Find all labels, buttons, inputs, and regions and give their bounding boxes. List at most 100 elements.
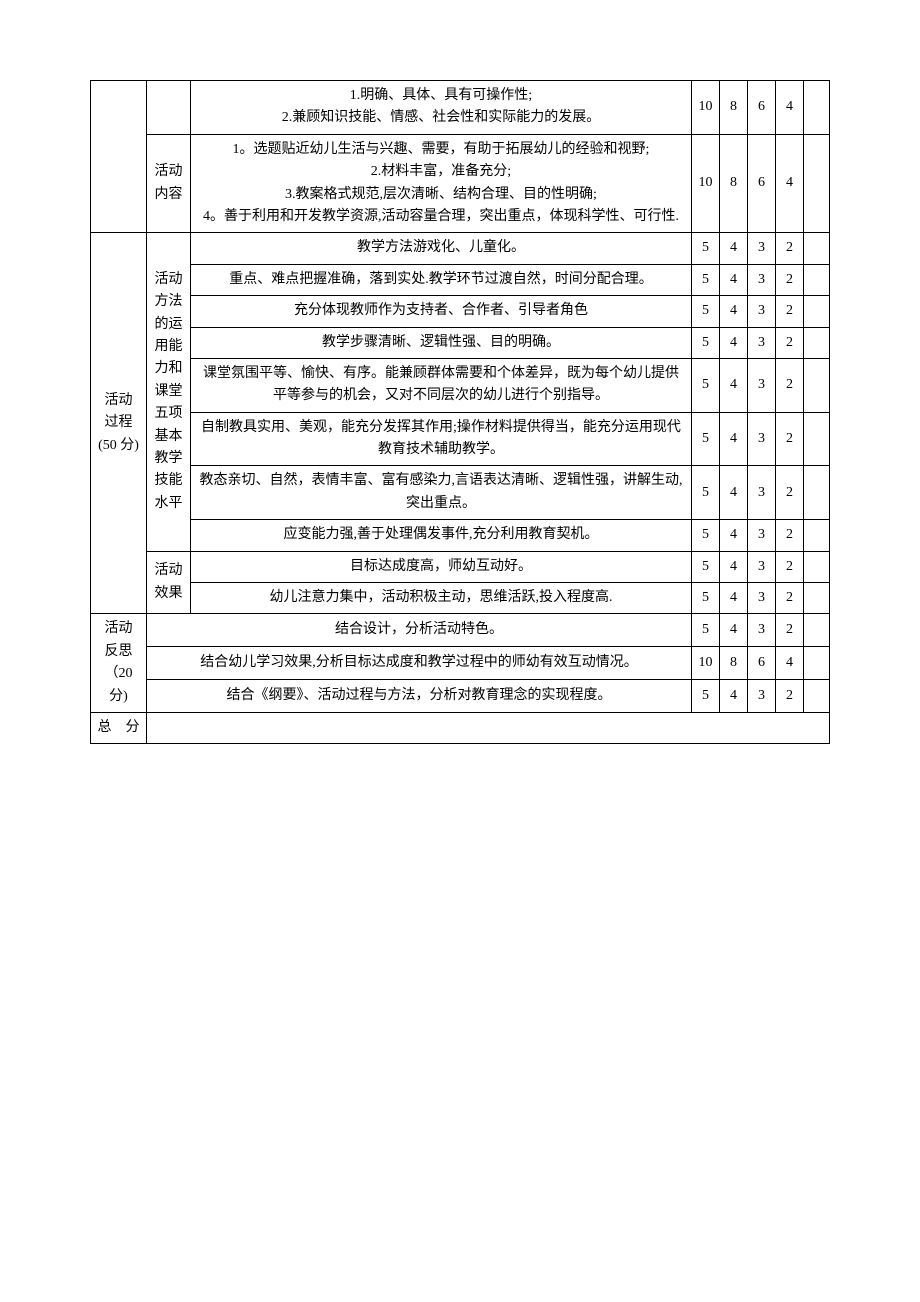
table-row: 活动效果 目标达成度高，师幼互动好。 5 4 3 2 xyxy=(91,551,830,582)
score-cell: 2 xyxy=(776,466,804,520)
score-cell: 4 xyxy=(720,412,748,466)
criteria-cell: 应变能力强,善于处理偶发事件,充分利用教育契机。 xyxy=(191,520,692,551)
score-cell: 3 xyxy=(748,614,776,647)
score-cell-empty xyxy=(804,358,830,412)
score-cell: 2 xyxy=(776,551,804,582)
sub-header-effect: 活动效果 xyxy=(147,551,191,614)
score-cell: 4 xyxy=(776,134,804,233)
score-cell: 2 xyxy=(776,680,804,713)
score-cell: 4 xyxy=(776,647,804,680)
score-cell: 4 xyxy=(720,466,748,520)
score-cell: 6 xyxy=(748,81,776,135)
score-cell: 8 xyxy=(720,81,748,135)
criteria-cell: 结合幼儿学习效果,分析目标达成度和教学过程中的师幼有效互动情况。 xyxy=(147,647,692,680)
score-cell: 5 xyxy=(692,551,720,582)
score-cell-empty xyxy=(804,233,830,264)
score-cell-empty xyxy=(804,412,830,466)
criteria-cell: 教学方法游戏化、儿童化。 xyxy=(191,233,692,264)
criteria-cell: 充分体现教师作为支持者、合作者、引导者角色 xyxy=(191,296,692,327)
score-cell: 5 xyxy=(692,412,720,466)
score-cell: 3 xyxy=(748,680,776,713)
score-cell: 3 xyxy=(748,327,776,358)
section-header-reflection: 活动反思（20 分) xyxy=(91,614,147,713)
score-cell-empty xyxy=(804,81,830,135)
score-cell-empty xyxy=(804,551,830,582)
score-cell: 5 xyxy=(692,520,720,551)
criteria-cell: 目标达成度高，师幼互动好。 xyxy=(191,551,692,582)
table-row: 教态亲切、自然，表情丰富、富有感染力,言语表达清晰、逻辑性强，讲解生动,突出重点… xyxy=(91,466,830,520)
score-cell-empty xyxy=(804,327,830,358)
score-cell: 3 xyxy=(748,551,776,582)
score-cell: 3 xyxy=(748,520,776,551)
score-cell: 10 xyxy=(692,647,720,680)
score-cell: 2 xyxy=(776,327,804,358)
score-cell-empty xyxy=(804,614,830,647)
score-cell: 5 xyxy=(692,614,720,647)
criteria-cell: 结合设计，分析活动特色。 xyxy=(147,614,692,647)
criteria-cell: 重点、难点把握准确，落到实处.教学环节过渡自然，时间分配合理。 xyxy=(191,264,692,295)
score-cell: 5 xyxy=(692,680,720,713)
total-value-cell xyxy=(147,712,830,743)
score-cell: 2 xyxy=(776,233,804,264)
score-cell: 3 xyxy=(748,358,776,412)
table-row: 应变能力强,善于处理偶发事件,充分利用教育契机。 5 4 3 2 xyxy=(91,520,830,551)
score-cell-empty xyxy=(804,647,830,680)
score-cell: 3 xyxy=(748,583,776,614)
score-cell: 4 xyxy=(720,264,748,295)
criteria-cell: 1.明确、具体、具有可操作性;2.兼顾知识技能、情感、社会性和实际能力的发展。 xyxy=(191,81,692,135)
score-cell: 4 xyxy=(720,327,748,358)
score-cell: 5 xyxy=(692,358,720,412)
section-header-blank xyxy=(91,81,147,233)
score-cell-empty xyxy=(804,296,830,327)
table-row-total: 总 分 xyxy=(91,712,830,743)
total-label: 总 分 xyxy=(91,712,147,743)
score-cell: 4 xyxy=(720,680,748,713)
score-cell-empty xyxy=(804,583,830,614)
score-cell: 5 xyxy=(692,264,720,295)
criteria-cell: 1。选题贴近幼儿生活与兴趣、需要，有助于拓展幼儿的经验和视野;2.材料丰富，准备… xyxy=(191,134,692,233)
criteria-cell: 结合《纲要》、活动过程与方法，分析对教育理念的实现程度。 xyxy=(147,680,692,713)
score-cell: 4 xyxy=(720,520,748,551)
table-row: 充分体现教师作为支持者、合作者、引导者角色 5 4 3 2 xyxy=(91,296,830,327)
score-cell: 3 xyxy=(748,466,776,520)
score-cell: 5 xyxy=(692,466,720,520)
table-row: 课堂氛围平等、愉快、有序。能兼顾群体需要和个体差异，既为每个幼儿提供平等参与的机… xyxy=(91,358,830,412)
score-cell: 2 xyxy=(776,412,804,466)
criteria-cell: 幼儿注意力集中，活动积极主动，思维活跃,投入程度高. xyxy=(191,583,692,614)
table-row: 活动反思（20 分) 结合设计，分析活动特色。 5 4 3 2 xyxy=(91,614,830,647)
score-cell: 2 xyxy=(776,520,804,551)
score-cell: 2 xyxy=(776,264,804,295)
score-cell: 4 xyxy=(776,81,804,135)
score-cell: 4 xyxy=(720,233,748,264)
table-row: 结合《纲要》、活动过程与方法，分析对教育理念的实现程度。 5 4 3 2 xyxy=(91,680,830,713)
score-cell: 2 xyxy=(776,614,804,647)
table-row: 教学步骤清晰、逻辑性强、目的明确。 5 4 3 2 xyxy=(91,327,830,358)
score-cell: 10 xyxy=(692,134,720,233)
table-row: 1.明确、具体、具有可操作性;2.兼顾知识技能、情感、社会性和实际能力的发展。 … xyxy=(91,81,830,135)
table-row: 结合幼儿学习效果,分析目标达成度和教学过程中的师幼有效互动情况。 10 8 6 … xyxy=(91,647,830,680)
score-cell: 4 xyxy=(720,296,748,327)
score-cell: 5 xyxy=(692,296,720,327)
criteria-cell: 自制教具实用、美观，能充分发挥其作用;操作材料提供得当，能充分运用现代教育技术辅… xyxy=(191,412,692,466)
score-cell-empty xyxy=(804,466,830,520)
sub-header-blank xyxy=(147,81,191,135)
score-cell: 8 xyxy=(720,647,748,680)
score-cell: 4 xyxy=(720,551,748,582)
score-cell: 3 xyxy=(748,296,776,327)
table-row: 重点、难点把握准确，落到实处.教学环节过渡自然，时间分配合理。 5 4 3 2 xyxy=(91,264,830,295)
criteria-cell: 教态亲切、自然，表情丰富、富有感染力,言语表达清晰、逻辑性强，讲解生动,突出重点… xyxy=(191,466,692,520)
score-cell: 4 xyxy=(720,358,748,412)
score-cell: 6 xyxy=(748,647,776,680)
section-header-process: 活动过程(50 分) xyxy=(91,233,147,614)
score-cell: 5 xyxy=(692,233,720,264)
score-cell: 3 xyxy=(748,412,776,466)
score-cell-empty xyxy=(804,134,830,233)
sub-header-content: 活动内容 xyxy=(147,134,191,233)
score-cell: 3 xyxy=(748,264,776,295)
score-cell: 5 xyxy=(692,583,720,614)
score-cell: 4 xyxy=(720,583,748,614)
score-cell: 4 xyxy=(720,614,748,647)
score-cell: 2 xyxy=(776,296,804,327)
table-row: 自制教具实用、美观，能充分发挥其作用;操作材料提供得当，能充分运用现代教育技术辅… xyxy=(91,412,830,466)
score-cell: 6 xyxy=(748,134,776,233)
